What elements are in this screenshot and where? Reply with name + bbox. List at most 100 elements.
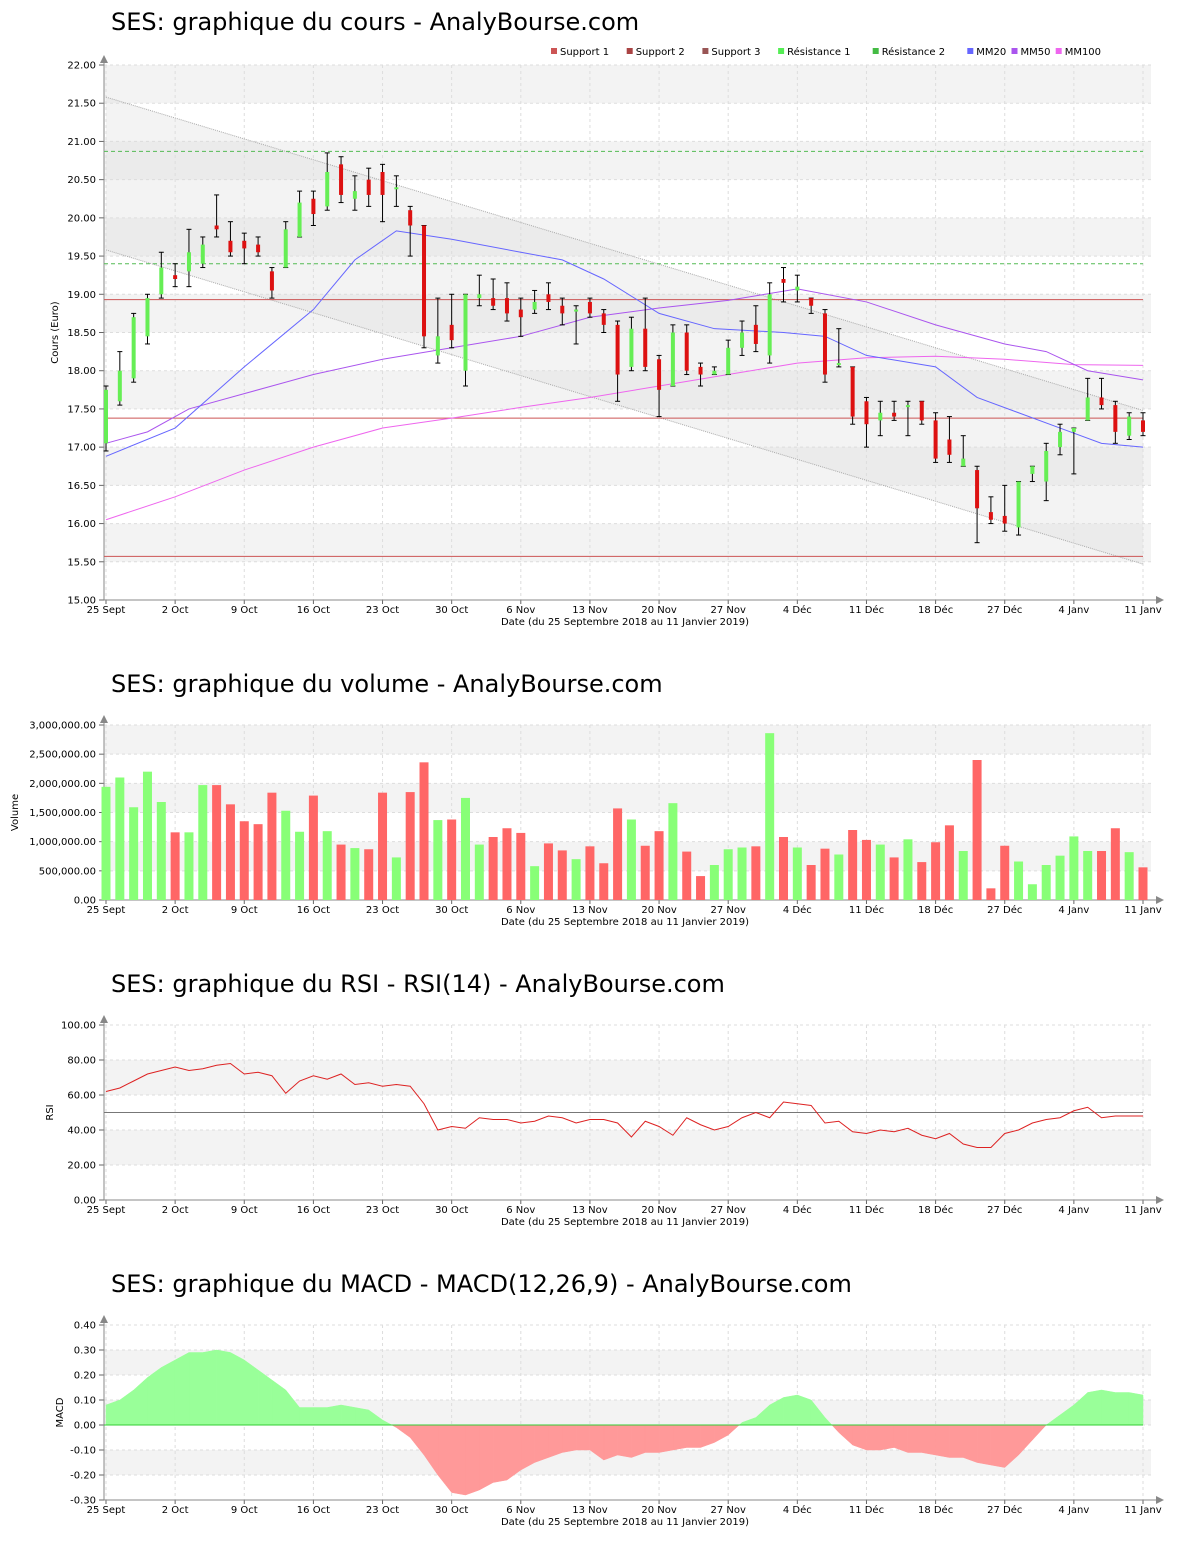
macd-area-segment	[534, 1424, 549, 1463]
volume-bar	[281, 810, 291, 900]
macd-area-segment	[326, 1404, 342, 1426]
candle-body	[712, 370, 717, 375]
y-tick-label: 0.00	[74, 1196, 96, 1207]
candle-body	[242, 240, 247, 249]
x-tick-label: 25 Sept	[87, 1205, 126, 1216]
y-tick-label: -0.20	[70, 1471, 96, 1482]
x-tick-label: 2 Oct	[162, 605, 189, 616]
candle-body	[878, 412, 883, 421]
channel-upper-line	[105, 96, 1144, 411]
candle-body	[1030, 466, 1035, 474]
x-tick-label: 4 Janv	[1058, 1505, 1089, 1516]
candle-body	[560, 305, 565, 314]
volume-bar	[626, 819, 636, 900]
price-chart-title: SES: graphique du cours - AnalyBourse.co…	[111, 8, 640, 36]
grid-band	[104, 1350, 1151, 1375]
candle-body	[491, 298, 496, 306]
y-axis-arrow	[100, 715, 108, 723]
volume-bar	[986, 888, 996, 900]
volume-bar	[378, 792, 388, 900]
candle-body	[1085, 397, 1090, 421]
y-tick-label: 0.20	[74, 1371, 96, 1382]
y-tick-label: 18.00	[67, 366, 96, 377]
volume-bar	[225, 804, 235, 900]
macd-area-segment	[202, 1349, 217, 1426]
candle-body	[657, 359, 662, 390]
price-chart-panel: SES: graphique du cours - AnalyBourse.co…	[0, 0, 1200, 640]
volume-bar	[599, 863, 609, 900]
volume-bar	[709, 865, 719, 900]
candle-body	[394, 187, 399, 190]
candle-body	[905, 405, 910, 408]
volume-bar	[931, 842, 941, 900]
x-axis-arrow	[1156, 596, 1164, 604]
volume-bar	[101, 786, 111, 900]
legend-swatch	[702, 48, 709, 54]
candle-body	[629, 328, 634, 367]
x-tick-label: 13 Nov	[572, 1205, 608, 1216]
volume-chart-panel: SES: graphique du volume - AnalyBourse.c…	[0, 660, 1200, 940]
macd-area-segment	[949, 1424, 964, 1458]
candle-body	[615, 324, 620, 375]
volume-bar	[654, 831, 664, 900]
macd-area-segment	[866, 1424, 881, 1451]
volume-bar	[1138, 867, 1148, 900]
x-tick-label: 23 Oct	[366, 605, 399, 616]
volume-bar	[668, 803, 678, 900]
x-tick-label: 20 Nov	[641, 905, 677, 916]
volume-bar	[1110, 828, 1120, 900]
volume-bar	[170, 832, 180, 900]
volume-bar	[613, 808, 623, 900]
macd-area-segment	[465, 1424, 480, 1496]
x-tick-label: 18 Déc	[918, 1504, 953, 1516]
mm100-line	[105, 355, 1144, 521]
legend-swatch	[1011, 48, 1018, 54]
rsi-line	[105, 1062, 1143, 1148]
grid-band	[104, 217, 1151, 257]
y-tick-label: 2,000,000.00	[29, 779, 96, 790]
x-tick-label: 18 Déc	[918, 904, 953, 916]
x-tick-label: 16 Oct	[297, 1505, 330, 1516]
macd-area-segment	[492, 1424, 508, 1483]
candle-body	[297, 202, 302, 237]
x-tick-label: 2 Oct	[162, 1205, 189, 1216]
candle-body	[684, 332, 689, 371]
y-tick-label: 20.50	[67, 175, 96, 186]
x-axis-label: Date (du 25 Septembre 2018 au 11 Janvier…	[501, 917, 749, 928]
x-tick-label: 6 Nov	[506, 1205, 535, 1216]
volume-bar	[1041, 865, 1051, 900]
volume-chart: 0.00 500,000.00 1,000,000.00 1,500,000.00 2,…	[10, 715, 1164, 928]
volume-bar	[239, 821, 249, 900]
candle-body	[975, 470, 980, 509]
volume-bar	[958, 851, 968, 900]
volume-bar	[198, 785, 208, 900]
volume-bar	[1000, 845, 1010, 900]
candle-body	[352, 191, 357, 199]
volume-bar	[1014, 861, 1024, 900]
x-tick-label: 4 Déc	[783, 904, 812, 916]
x-tick-label: 13 Nov	[572, 1505, 608, 1516]
volume-bar	[723, 849, 733, 900]
x-tick-label: 6 Nov	[506, 605, 535, 616]
candle-body	[753, 324, 758, 344]
y-tick-label: 15.00	[67, 596, 96, 607]
x-tick-label: 23 Oct	[366, 1505, 399, 1516]
y-tick-label: 22.00	[67, 61, 96, 72]
macd-area-segment	[783, 1394, 798, 1426]
macd-area-segment	[644, 1424, 660, 1453]
rsi-chart-panel: SES: graphique du RSI - RSI(14) - AnalyB…	[0, 960, 1200, 1240]
volume-bar	[640, 845, 650, 900]
grid-band	[104, 65, 1151, 104]
candle-body	[1044, 450, 1049, 482]
grid-band	[104, 141, 1151, 180]
y-axis-label: Cours (Euro)	[50, 301, 61, 364]
candle-body	[809, 298, 814, 306]
y-tick-label: 3,000,000.00	[29, 721, 96, 732]
x-tick-label: 27 Nov	[710, 605, 746, 616]
legend-swatch	[967, 48, 974, 54]
y-tick-label: 80.00	[67, 1056, 96, 1067]
y-tick-label: 19.50	[67, 252, 96, 263]
candle-body	[892, 412, 897, 417]
candle-body	[1016, 481, 1021, 528]
volume-bar	[530, 866, 540, 900]
